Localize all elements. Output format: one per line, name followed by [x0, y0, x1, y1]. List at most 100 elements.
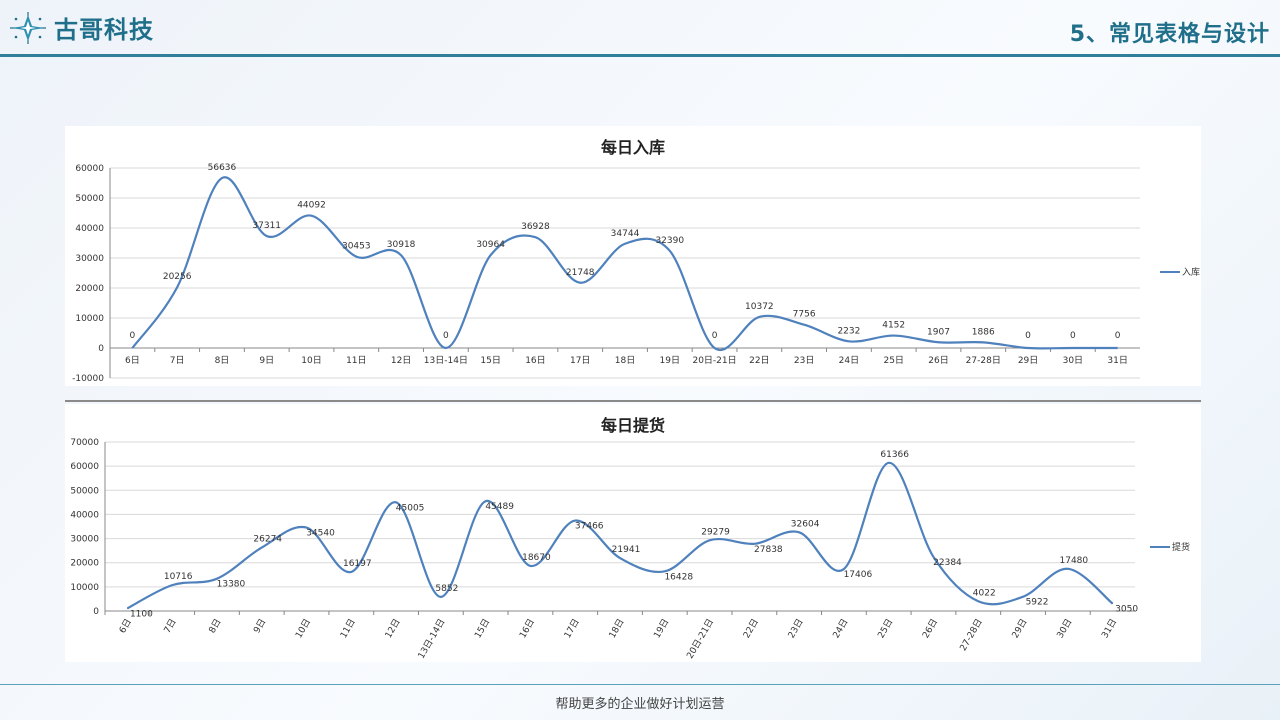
- data-point: [216, 578, 218, 580]
- y-tick-label: 50000: [75, 194, 104, 204]
- data-point: [126, 607, 128, 609]
- chart-panel-inbound: 每日入库 -10000 0 10000 20000 30000 40000 50000 600…: [65, 126, 1201, 386]
- data-label: 20256: [163, 272, 192, 282]
- y-tick-label: 0: [93, 607, 99, 617]
- chart-title-inbound: 每日入库: [600, 138, 665, 157]
- data-label: 1907: [927, 327, 950, 337]
- x-tick-label: 19日: [660, 355, 680, 366]
- data-label: 7756: [793, 310, 816, 320]
- data-label: 17406: [844, 570, 873, 580]
- x-tick-label: 18日: [607, 617, 627, 640]
- x-tick-label: 10日: [293, 617, 313, 640]
- data-point: [982, 341, 984, 343]
- x-tick-label: 9日: [251, 617, 268, 635]
- x-tick-label: 29日: [1010, 617, 1030, 640]
- x-tick-label: 27-28日: [958, 617, 985, 653]
- data-point: [669, 250, 671, 252]
- x-tick-label: 30日: [1063, 355, 1083, 366]
- data-point: [664, 570, 666, 572]
- x-tick-label: 30日: [1055, 617, 1075, 640]
- x-tick-label: 19日: [652, 617, 672, 640]
- x-tick-label: 27-28日: [966, 355, 1001, 366]
- data-label: 0: [1070, 331, 1076, 341]
- data-point: [266, 235, 268, 237]
- y-tick-label: 70000: [70, 438, 99, 448]
- data-label: 56636: [208, 163, 237, 173]
- data-point: [624, 243, 626, 245]
- footer-divider: [0, 684, 1280, 685]
- data-point: [440, 596, 442, 598]
- x-tick-label: 12日: [391, 355, 411, 366]
- x-tick-label: 15日: [480, 355, 500, 366]
- slide-header: 古哥科技 5、常见表格与设计: [0, 0, 1280, 56]
- y-tick-label: 10000: [75, 314, 104, 324]
- x-tick-label: 23日: [794, 355, 814, 366]
- star-logo-icon: [10, 11, 46, 44]
- x-tick-label: 25日: [883, 355, 903, 366]
- x-tick-label: 23日: [786, 617, 806, 640]
- data-label: 30453: [342, 242, 371, 252]
- data-label: 1100: [130, 609, 153, 619]
- y-tick-label: 60000: [75, 164, 104, 174]
- data-point: [534, 236, 536, 238]
- x-tick-label: 17日: [570, 355, 590, 366]
- x-tick-label: 25日: [876, 617, 896, 640]
- header-divider: [0, 54, 1280, 57]
- data-label: 5852: [435, 584, 458, 594]
- data-label: 36928: [521, 222, 550, 232]
- x-tick-label: 31日: [1099, 617, 1119, 640]
- data-point: [311, 215, 313, 217]
- x-tick-label: 31日: [1107, 355, 1127, 366]
- data-label: 21748: [566, 268, 595, 278]
- x-tick-label: 16日: [525, 355, 545, 366]
- x-tick-label: 24日: [839, 355, 859, 366]
- brand-logo: 古哥科技: [8, 10, 154, 45]
- data-label: 10716: [164, 572, 193, 582]
- data-point: [395, 501, 397, 503]
- data-point: [1022, 596, 1024, 598]
- y-tick-label: 30000: [75, 254, 104, 264]
- data-label: 29279: [701, 527, 730, 537]
- chart-pickup: 0 10000 20000 30000 40000 50000 60000 70000 6日 7日…: [70, 438, 1190, 661]
- x-tick-label: 24日: [831, 617, 851, 640]
- x-tick-label: 6日: [117, 617, 134, 635]
- x-tick-label: 7日: [162, 617, 179, 635]
- data-point: [1117, 347, 1119, 349]
- x-tick-label: 9日: [259, 355, 274, 366]
- data-label: 17480: [1060, 556, 1089, 566]
- data-point: [171, 584, 173, 586]
- y-tick-label: 20000: [75, 284, 104, 294]
- series-line: [131, 176, 1118, 352]
- x-tick-label: 10日: [301, 355, 321, 366]
- data-label: 30918: [387, 240, 416, 250]
- x-tick-label: 20日-21日: [692, 355, 736, 366]
- y-tick-label: 50000: [70, 486, 99, 496]
- data-point: [1067, 568, 1069, 570]
- data-point: [714, 347, 716, 349]
- data-point: [490, 254, 492, 256]
- chart-panel-pickup: 每日提货 0 10000 20000 30000 40000 50000 60000 7000…: [65, 404, 1201, 662]
- data-point: [798, 531, 800, 533]
- data-point: [758, 316, 760, 318]
- y-tick-label: 10000: [70, 583, 99, 593]
- data-label: 26274: [253, 535, 282, 545]
- data-point: [843, 568, 845, 570]
- data-point: [529, 565, 531, 567]
- data-point: [619, 557, 621, 559]
- data-label: 32390: [655, 236, 684, 246]
- data-point: [1112, 603, 1114, 605]
- data-point: [932, 556, 934, 558]
- x-tick-label: 13日-14日: [424, 355, 468, 366]
- x-tick-label: 22日: [741, 617, 761, 640]
- data-label: 45489: [485, 502, 514, 512]
- chart-inbound: -10000 0 10000 20000 30000 40000 50000 60000 6日 7…: [72, 163, 1200, 384]
- x-tick-label: 22日: [749, 355, 769, 366]
- chart-title-pickup: 每日提货: [600, 416, 665, 435]
- data-label: 13380: [217, 580, 246, 590]
- x-tick-label: 11日: [346, 355, 366, 366]
- data-label: 4152: [882, 321, 905, 331]
- x-tick-label: 18日: [615, 355, 635, 366]
- y-tick-label: 30000: [70, 535, 99, 545]
- data-point: [574, 520, 576, 522]
- data-label: 22384: [933, 558, 962, 568]
